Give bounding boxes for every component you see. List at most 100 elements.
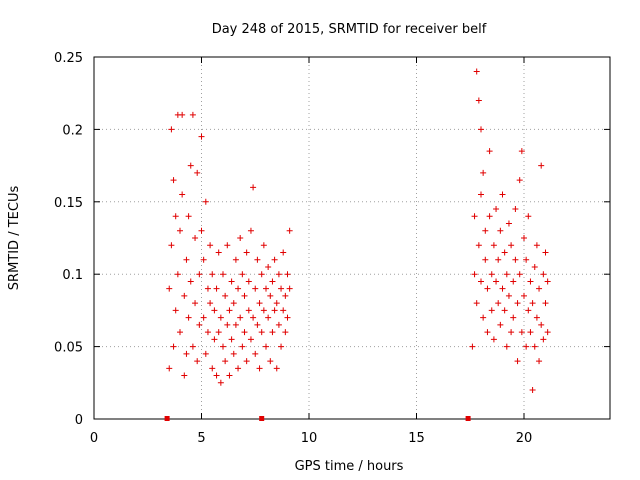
data-point	[503, 343, 510, 350]
data-point	[508, 329, 515, 336]
data-point	[282, 292, 289, 299]
data-point	[516, 177, 523, 184]
data-point	[499, 285, 506, 292]
data-point	[475, 97, 482, 104]
data-point	[510, 278, 517, 285]
data-point	[493, 206, 500, 213]
x-tick-label: 0	[90, 431, 98, 446]
y-tick-label: 0.2	[62, 123, 83, 138]
data-point	[265, 263, 272, 270]
data-point	[183, 256, 190, 263]
x-tick-label: 15	[408, 431, 425, 446]
data-point	[177, 329, 183, 336]
data-point	[540, 336, 547, 343]
chart-title: Day 248 of 2015, SRMTID for receiver bel…	[212, 22, 487, 37]
data-point	[518, 148, 525, 155]
data-point	[263, 343, 269, 350]
data-point	[478, 191, 484, 198]
data-point	[217, 314, 224, 321]
data-point	[542, 300, 549, 307]
data-point	[202, 350, 209, 357]
data-point	[198, 227, 205, 234]
grid-lines	[94, 57, 610, 419]
data-point	[181, 372, 188, 379]
data-point	[239, 343, 246, 350]
data-point	[179, 191, 186, 198]
data-point	[239, 271, 246, 278]
data-point	[222, 292, 229, 299]
data-point	[232, 256, 239, 263]
data-point	[187, 162, 194, 169]
data-point	[486, 213, 493, 220]
baseline-markers	[164, 416, 471, 421]
data-point	[220, 343, 226, 350]
data-point	[258, 329, 265, 336]
data-point	[282, 329, 289, 336]
data-point	[192, 300, 199, 307]
data-point	[536, 285, 543, 292]
data-point	[209, 271, 216, 278]
data-point	[516, 271, 523, 278]
data-point	[194, 358, 201, 365]
data-point	[252, 350, 259, 357]
data-point	[275, 321, 282, 328]
data-point	[544, 329, 551, 336]
data-point	[230, 350, 237, 357]
data-point	[189, 343, 196, 350]
data-point	[542, 249, 549, 256]
data-point	[538, 162, 545, 169]
data-point	[286, 227, 293, 234]
baseline-marker	[164, 416, 170, 421]
data-point	[260, 242, 267, 249]
x-tick-label: 10	[301, 431, 318, 446]
data-point	[533, 242, 540, 249]
data-point	[185, 213, 192, 220]
data-point	[475, 242, 482, 249]
data-point	[224, 242, 231, 249]
x-tick-label: 5	[197, 431, 205, 446]
data-point	[200, 256, 207, 263]
data-point	[267, 358, 274, 365]
data-point	[480, 169, 487, 176]
data-point	[482, 256, 489, 263]
data-point	[254, 256, 261, 263]
data-point	[226, 307, 233, 314]
data-point	[224, 321, 231, 328]
data-point	[271, 256, 278, 263]
data-point	[207, 242, 214, 249]
data-point	[226, 372, 233, 379]
data-point	[527, 329, 534, 336]
data-point	[501, 249, 508, 256]
data-point	[473, 68, 480, 75]
data-point	[497, 321, 504, 328]
data-point	[278, 343, 285, 350]
data-point	[207, 300, 214, 307]
data-point	[273, 300, 280, 307]
data-point	[194, 169, 201, 176]
data-point	[505, 292, 512, 299]
data-point	[529, 387, 536, 394]
data-point	[536, 358, 543, 365]
data-point	[493, 278, 500, 285]
data-point	[484, 329, 491, 336]
data-point	[482, 227, 489, 234]
x-axis-label: GPS time / hours	[295, 459, 404, 474]
data-point	[245, 307, 252, 314]
data-point	[488, 271, 495, 278]
data-point	[192, 235, 199, 241]
data-point	[215, 329, 222, 336]
data-point	[217, 379, 224, 386]
data-point	[179, 111, 186, 118]
data-point	[250, 314, 257, 321]
data-point	[469, 343, 476, 350]
data-point	[170, 177, 177, 184]
data-point	[174, 271, 181, 278]
data-point	[540, 271, 547, 278]
data-point	[533, 314, 540, 321]
data-point	[235, 365, 242, 372]
y-tick-label: 0.25	[54, 51, 83, 66]
data-point	[523, 343, 530, 350]
data-point	[166, 365, 173, 372]
data-point	[512, 206, 519, 213]
